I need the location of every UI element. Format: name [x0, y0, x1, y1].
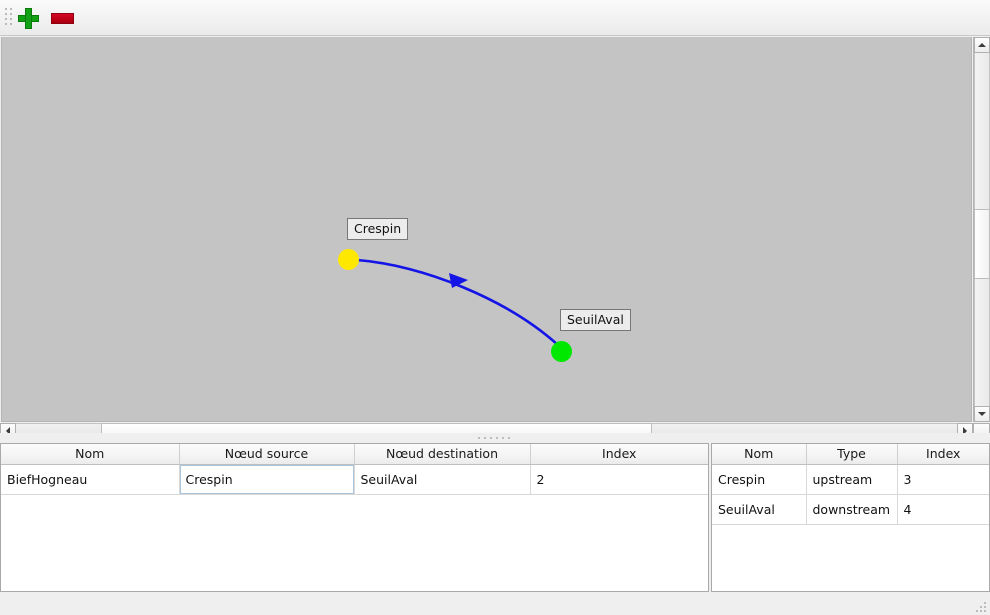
status-bar	[0, 593, 990, 615]
graph-node-label-seuilaval[interactable]: SeuilAval	[560, 309, 631, 331]
edge-crespin-seuilaval	[356, 258, 559, 346]
cell-nom[interactable]: Crespin	[712, 464, 807, 495]
nodes-table: Nom Type Index Crespin upstream 3 SeuilA…	[712, 444, 989, 525]
graph-node-crespin[interactable]	[338, 249, 359, 270]
graph-node-label-crespin[interactable]: Crespin	[347, 218, 409, 240]
scroll-down-arrow-icon[interactable]	[974, 406, 990, 422]
window-resize-grip-icon[interactable]	[976, 602, 987, 613]
cell-index[interactable]: 3	[897, 464, 989, 495]
table-row[interactable]: BiefHogneau Crespin SeuilAval 2	[1, 464, 708, 495]
cell-type[interactable]: upstream	[806, 464, 898, 495]
column-header-nom[interactable]: Nom	[712, 444, 807, 465]
cell-noeud-source[interactable]: Crespin	[179, 464, 355, 495]
cell-index[interactable]: 2	[530, 464, 708, 495]
nodes-table-pane[interactable]: Nom Type Index Crespin upstream 3 SeuilA…	[711, 443, 990, 592]
edge-arrowhead-icon	[449, 273, 468, 288]
scroll-up-arrow-icon[interactable]	[974, 37, 990, 53]
graph-canvas[interactable]: Crespin SeuilAval	[1, 37, 972, 422]
vscroll-track-upper[interactable]	[974, 53, 990, 209]
table-header-row: Nom Nœud source Nœud destination Index	[1, 444, 708, 465]
vscroll-thumb[interactable]	[974, 209, 990, 279]
splitter[interactable]	[0, 433, 990, 443]
column-header-index[interactable]: Index	[530, 444, 708, 465]
column-header-nom[interactable]: Nom	[1, 444, 180, 465]
column-header-type[interactable]: Type	[806, 444, 898, 465]
splitter-grip-icon[interactable]	[478, 437, 510, 440]
reaches-table-pane[interactable]: Nom Nœud source Nœud destination Index B…	[0, 443, 709, 592]
reaches-table: Nom Nœud source Nœud destination Index B…	[1, 444, 708, 495]
column-header-noeud-source[interactable]: Nœud source	[179, 444, 355, 465]
toolbar	[0, 0, 990, 36]
graph-node-seuilaval[interactable]	[551, 341, 572, 362]
cell-noeud-destination[interactable]: SeuilAval	[354, 464, 531, 495]
cell-nom[interactable]: BiefHogneau	[1, 464, 180, 495]
cell-type[interactable]: downstream	[806, 494, 898, 525]
table-header-row: Nom Type Index	[712, 444, 989, 465]
table-row[interactable]: Crespin upstream 3	[712, 464, 989, 495]
add-icon[interactable]	[18, 8, 39, 29]
graph-view: Crespin SeuilAval	[0, 37, 990, 440]
remove-icon[interactable]	[51, 13, 74, 24]
column-header-noeud-destination[interactable]: Nœud destination	[354, 444, 531, 465]
cell-index[interactable]: 4	[897, 494, 989, 525]
table-row[interactable]: SeuilAval downstream 4	[712, 494, 989, 525]
toolbar-drag-grip[interactable]	[5, 8, 13, 29]
graph-edges	[356, 258, 559, 346]
cell-nom[interactable]: SeuilAval	[712, 494, 807, 525]
vscroll-track-lower[interactable]	[974, 279, 990, 406]
canvas-vertical-scrollbar[interactable]	[973, 37, 990, 422]
column-header-index[interactable]: Index	[897, 444, 989, 465]
